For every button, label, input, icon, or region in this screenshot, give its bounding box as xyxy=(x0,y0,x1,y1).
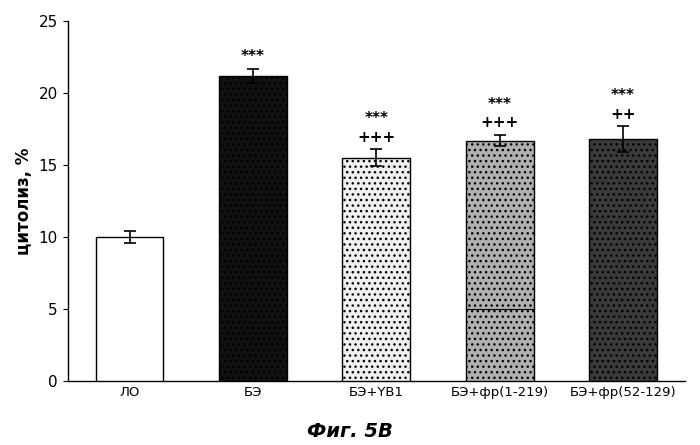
Text: ++: ++ xyxy=(610,107,636,122)
Text: ***: *** xyxy=(364,111,388,126)
Bar xyxy=(219,76,287,381)
Text: ***: *** xyxy=(241,49,265,64)
Text: ***: *** xyxy=(488,97,512,112)
Text: ***: *** xyxy=(611,88,635,103)
Text: +++: +++ xyxy=(357,130,395,145)
Bar xyxy=(96,237,163,381)
Bar xyxy=(466,141,533,381)
Bar xyxy=(589,139,657,381)
Bar xyxy=(342,158,410,381)
Text: +++: +++ xyxy=(480,115,519,130)
Text: Фиг. 5В: Фиг. 5В xyxy=(307,421,393,441)
Y-axis label: цитолиз, %: цитолиз, % xyxy=(15,147,33,255)
